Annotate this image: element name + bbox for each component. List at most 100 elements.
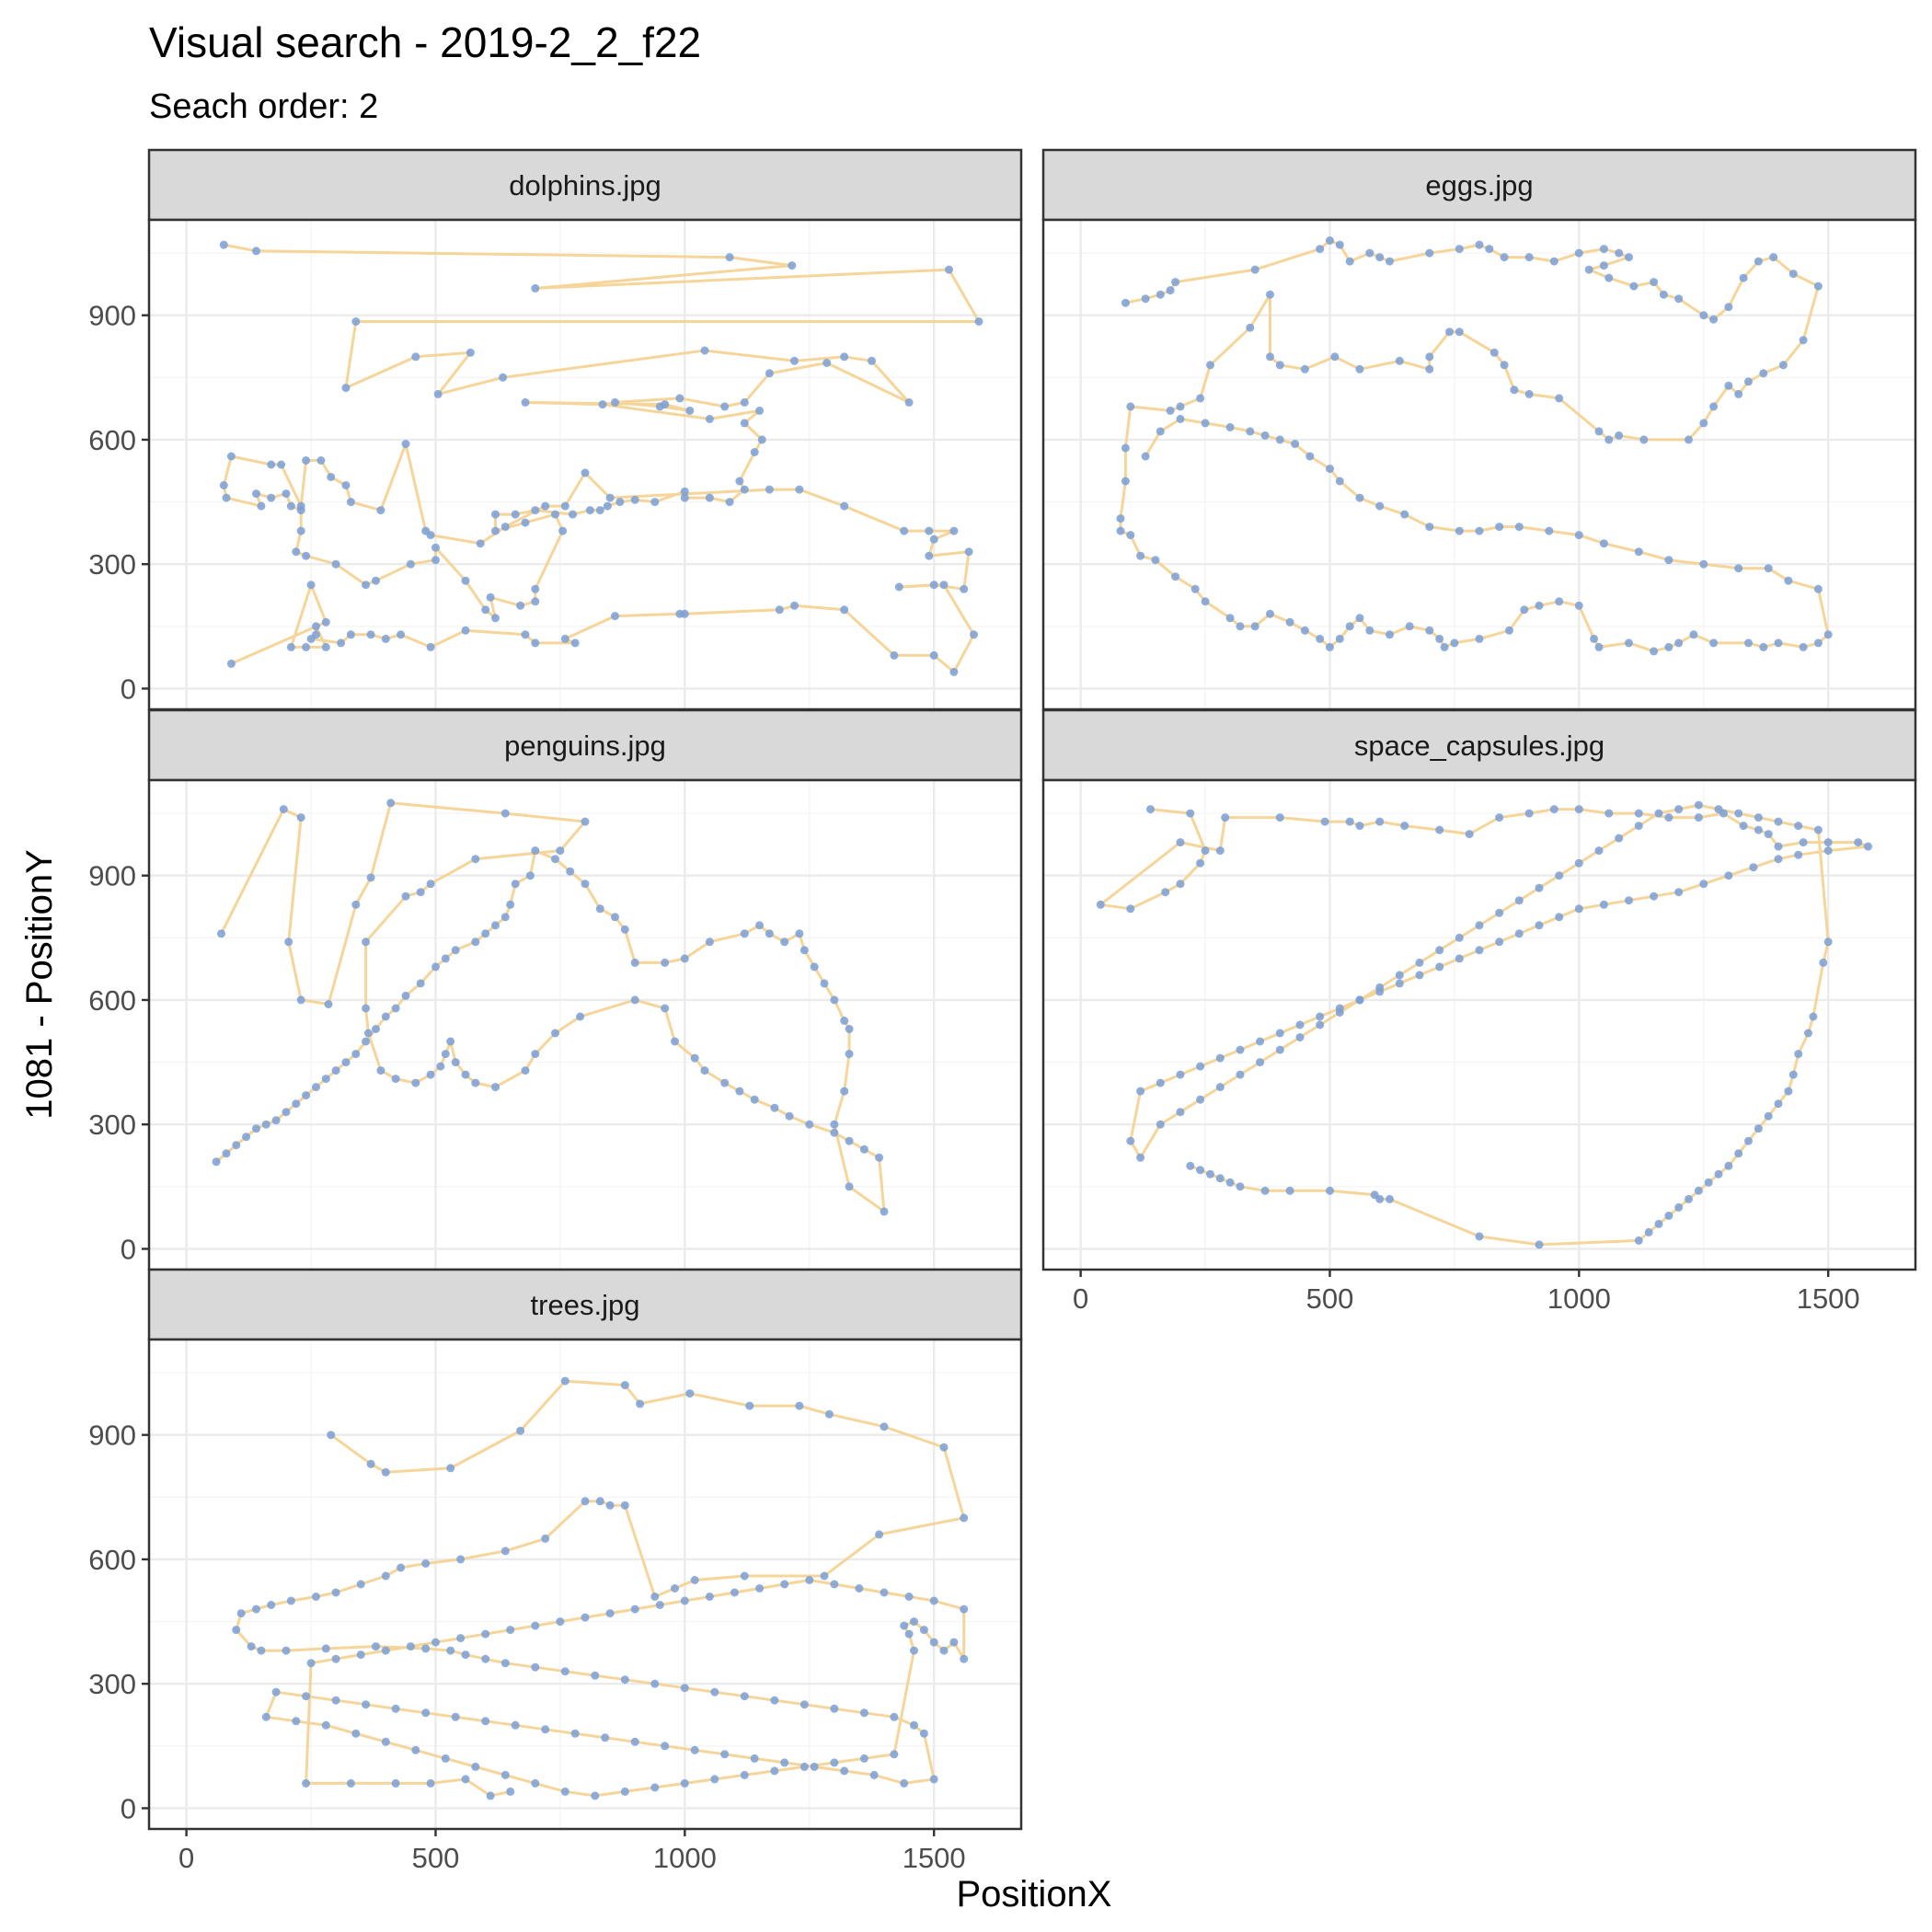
fixation-point	[363, 1029, 373, 1038]
fixation-point	[476, 539, 485, 548]
fixation-point	[1225, 422, 1235, 431]
fixation-point	[1395, 971, 1404, 980]
fixation-point	[551, 510, 559, 519]
fixation-point	[1335, 477, 1344, 486]
fixation-point	[461, 1070, 470, 1079]
fixation-point	[356, 1650, 365, 1660]
fixation-point	[1535, 601, 1544, 610]
fixation-point	[671, 1584, 679, 1593]
fixation-point	[661, 1004, 670, 1013]
fixation-point	[671, 1037, 679, 1046]
fixation-point	[341, 1058, 351, 1067]
fixation-point	[1166, 286, 1175, 295]
fixation-point	[700, 1066, 709, 1075]
fixation-point	[1634, 809, 1643, 818]
fixation-point	[765, 929, 774, 938]
fixation-point	[1355, 614, 1364, 623]
fixation-point	[1639, 435, 1649, 444]
fixation-point	[775, 605, 784, 615]
fixation-point	[1555, 871, 1564, 880]
fixation-point	[327, 473, 336, 481]
fixation-point	[1599, 261, 1608, 270]
fixation-point	[219, 481, 228, 489]
fixation-point	[252, 247, 260, 256]
fixation-point	[904, 1629, 914, 1639]
fixation-point	[500, 1547, 510, 1556]
fixation-point	[1136, 1087, 1145, 1096]
fixation-point	[1644, 1227, 1653, 1236]
fixation-point	[1435, 962, 1444, 972]
fixation-point	[302, 642, 311, 651]
fixation-point	[226, 659, 236, 668]
fixation-point	[1275, 1029, 1284, 1038]
fixation-point	[356, 1580, 365, 1589]
fixation-point	[271, 1687, 281, 1696]
fixation-point	[830, 995, 839, 1005]
fixation-point	[680, 487, 689, 496]
fixation-point	[381, 1012, 390, 1021]
fixation-point	[675, 609, 684, 618]
fixation-point	[1156, 1120, 1165, 1129]
fixation-point	[569, 510, 577, 519]
fixation-point	[605, 1609, 615, 1618]
fixation-point	[1345, 257, 1354, 266]
fixation-point	[1555, 394, 1564, 403]
fixation-point	[830, 1128, 839, 1137]
fixation-point	[1316, 634, 1325, 643]
fixation-point	[1141, 294, 1150, 304]
fixation-point	[615, 498, 625, 507]
facet-strip	[147, 148, 1023, 222]
fixation-point	[570, 1729, 580, 1738]
fixation-point	[880, 1207, 889, 1216]
fixation-point	[1305, 452, 1315, 461]
fixation-point	[630, 958, 639, 967]
fixation-point	[491, 614, 500, 623]
fixation-point	[605, 1501, 615, 1510]
fixation-point	[1176, 402, 1185, 411]
fixation-point	[1405, 622, 1414, 631]
fixation-point	[661, 958, 670, 967]
fixation-point	[236, 1609, 246, 1618]
fixation-point	[788, 261, 797, 270]
fixation-point	[391, 1704, 400, 1713]
facet-strip-label: penguins.jpg	[504, 730, 666, 762]
fixation-point	[925, 526, 934, 535]
fixation-point	[1823, 630, 1833, 639]
fixation-point	[1615, 834, 1624, 843]
fixation-point	[1225, 1178, 1235, 1187]
fixation-point	[1799, 642, 1808, 651]
fixation-point	[855, 1584, 864, 1593]
fixation-point	[1774, 855, 1783, 864]
fixation-point	[1625, 253, 1633, 262]
fixation-point	[929, 1775, 938, 1784]
fixation-point	[925, 551, 934, 560]
fixation-point	[511, 510, 520, 519]
fixation-point	[491, 921, 500, 930]
fixation-point	[376, 506, 385, 515]
fixation-point	[1769, 253, 1778, 262]
fixation-point	[650, 1593, 660, 1601]
fixation-point	[830, 1704, 839, 1713]
fixation-point	[1704, 1178, 1713, 1187]
fixation-point	[890, 650, 899, 660]
fixation-point	[327, 1431, 336, 1440]
fixation-point	[1664, 813, 1673, 822]
fixation-point	[277, 460, 286, 469]
fixation-point	[661, 400, 670, 409]
fixation-point	[840, 352, 849, 362]
fixation-point	[1674, 294, 1684, 304]
fixation-point	[296, 501, 305, 511]
fixation-point	[780, 937, 789, 947]
fixation-point	[282, 1108, 291, 1117]
fixation-point	[1335, 240, 1344, 249]
fixation-point	[1316, 1012, 1325, 1021]
fixation-point	[461, 1775, 470, 1784]
fixation-point	[805, 1576, 814, 1584]
fixation-point	[292, 1717, 301, 1726]
fixation-point	[1455, 954, 1464, 963]
fixation-point	[1784, 1087, 1793, 1096]
fixation-point	[1659, 290, 1668, 299]
fixation-point	[1510, 385, 1519, 395]
fixation-point	[1326, 642, 1334, 651]
